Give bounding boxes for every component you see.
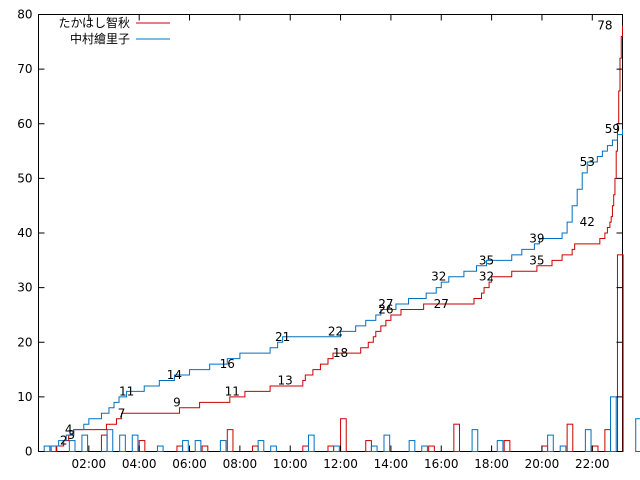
bar-series-0-31 (428, 445, 435, 453)
point-label-series-1-6: 22 (328, 324, 343, 338)
x-tick-label-5: 12:00 (323, 457, 358, 471)
bar-series-1-43 (584, 429, 592, 452)
bar-series-1-21 (307, 434, 315, 452)
bar-series-1-12 (194, 440, 202, 453)
point-label-series-0-8: 32 (479, 270, 494, 284)
x-axis: 02:00 04:00 06:00 08:00 10:00 12:00 14:00 16:00… (72, 14, 610, 471)
point-label-series-1-5: 21 (275, 330, 290, 344)
line-series-1 (38, 129, 623, 452)
bar-series-1-18 (270, 445, 277, 453)
line-series-0 (38, 25, 623, 452)
x-tick-label-8: 18:00 (474, 457, 509, 471)
point-label-series-0-11: 78 (597, 18, 612, 32)
point-label-series-0-0: 3 (67, 428, 75, 442)
bar-series-1-29 (408, 440, 416, 453)
y-tick-label-70: 70 (17, 62, 32, 76)
bar-series-1-27 (383, 434, 391, 452)
lines-group (38, 25, 623, 452)
x-tick-label-6: 14:00 (374, 457, 409, 471)
bar-series-1-6 (119, 434, 126, 452)
bar-series-0-45 (604, 429, 612, 452)
bar-series-1-0 (43, 445, 51, 453)
bar-series-1-36 (496, 440, 504, 453)
bar-series-1-9 (156, 445, 164, 453)
point-label-series-1-1: 4 (65, 423, 73, 437)
point-label-series-0-9: 35 (529, 253, 544, 267)
point-label-series-1-10: 39 (529, 231, 544, 245)
point-label-series-0-6: 26 (378, 302, 393, 316)
bar-series-0-21 (302, 445, 309, 453)
bar-series-0-17 (251, 445, 259, 453)
x-tick-label-7: 16:00 (424, 457, 459, 471)
y-tick-label-80: 80 (17, 8, 32, 22)
point-label-series-0-1: 7 (118, 406, 126, 420)
bar-series-1-30 (421, 445, 428, 453)
x-tick-label-9: 20:00 (525, 457, 560, 471)
y-tick-label-30: 30 (17, 281, 32, 295)
point-label-series-1-0: 2 (60, 434, 68, 448)
bar-series-1-2 (68, 440, 76, 453)
bar-series-1-3 (81, 434, 89, 452)
bar-series-1-40 (547, 434, 554, 452)
bar-series-0-8 (138, 440, 146, 453)
legend-label-series-0: たかはし智秋 (58, 15, 130, 30)
bar-series-1-41 (559, 445, 567, 453)
bar-series-0-33 (453, 423, 461, 452)
bar-series-1-7 (131, 434, 139, 452)
point-label-series-0-5: 18 (333, 346, 348, 360)
y-tick-label-20: 20 (17, 335, 32, 349)
x-tick-label-0: 02:00 (72, 457, 107, 471)
x-tick-label-4: 10:00 (273, 457, 308, 471)
point-label-series-1-12: 59 (605, 122, 620, 136)
bar-series-0-44 (591, 445, 599, 453)
bar-series-0-11 (176, 445, 184, 453)
bar-series-1-45 (610, 396, 617, 452)
y-tick-label-0: 0 (25, 445, 33, 459)
x-tick-label-2: 06:00 (172, 457, 207, 471)
bar-series-1-11 (182, 440, 189, 453)
point-label-series-0-4: 13 (278, 373, 293, 387)
bar-series-0-37 (503, 440, 511, 453)
y-tick-label-10: 10 (17, 390, 32, 404)
point-label-series-1-2: 11 (119, 384, 134, 398)
bar-series-1-23 (333, 445, 340, 453)
point-label-series-1-11: 53 (580, 155, 595, 169)
bar-series-0-42 (566, 423, 574, 452)
bar-series-0-24 (340, 418, 347, 453)
bar-series-0-23 (327, 445, 335, 453)
point-label-series-0-2: 9 (173, 395, 181, 409)
legend: たかはし智秋 中村繪里子 (58, 15, 170, 46)
point-label-series-1-9: 35 (479, 253, 494, 267)
y-tick-label-60: 60 (17, 117, 32, 131)
bar-series-0-26 (365, 440, 372, 453)
bar-series-0-5 (100, 434, 108, 452)
bar-series-1-17 (257, 440, 265, 453)
point-label-series-0-3: 11 (225, 384, 240, 398)
x-tick-label-10: 22:00 (575, 457, 610, 471)
x-tick-label-3: 08:00 (223, 457, 258, 471)
y-tick-label-50: 50 (17, 171, 32, 185)
bar-series-1-26 (370, 445, 378, 453)
bar-series-0-40 (541, 445, 549, 453)
point-label-series-1-4: 16 (220, 357, 235, 371)
point-label-series-0-10: 42 (580, 215, 595, 229)
point-label-series-1-3: 14 (167, 368, 182, 382)
y-axis: 0 10 20 30 40 50 60 70 80 (17, 8, 623, 459)
point-label-series-0-7: 27 (434, 297, 449, 311)
bar-series-1-5 (106, 429, 114, 452)
point-label-series-1-7: 27 (378, 297, 393, 311)
legend-label-series-1: 中村繪里子 (70, 31, 130, 46)
y-tick-label-40: 40 (17, 226, 32, 240)
bar-series-0-15 (226, 429, 234, 452)
bar-series-1-34 (471, 429, 479, 452)
x-tick-label-1: 04:00 (122, 457, 157, 471)
bar-series-1-14 (219, 440, 227, 453)
bar-series-0-13 (201, 445, 209, 453)
point-label-series-1-8: 32 (431, 270, 446, 284)
bar-series-1-47 (635, 418, 640, 453)
